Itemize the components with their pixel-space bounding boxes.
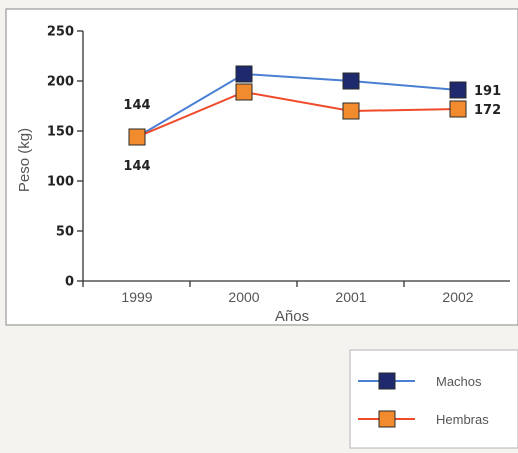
legend-marker-machos: [378, 372, 396, 390]
axes: 0 50 100 150 200 250 1999 2000 2001 2002 Años Peso …: [16, 25, 510, 325]
x-tick-label: 1999: [121, 289, 152, 305]
legend: Machos Hembras: [349, 349, 518, 449]
y-tick-label: 250: [47, 25, 74, 40]
y-tick-label: 200: [47, 75, 74, 90]
data-labels: 144 144 191 172: [123, 84, 501, 174]
data-label: 144: [123, 159, 150, 174]
x-tick-label: 2002: [442, 289, 473, 305]
point-hembras-1999: [128, 128, 146, 146]
x-tick-label: 2001: [335, 289, 366, 305]
point-machos-2002: [449, 81, 467, 99]
plot-frame: [5, 8, 518, 326]
y-tick-label: 50: [56, 225, 74, 240]
x-axis-title: Años: [275, 308, 309, 325]
legend-label-machos: Machos: [436, 374, 482, 389]
y-tick-label: 150: [47, 125, 74, 140]
point-machos-2001: [342, 72, 360, 90]
legend-box: [349, 349, 518, 449]
point-hembras-2002: [449, 100, 467, 118]
point-machos-2000: [235, 65, 253, 83]
series-line-machos: [136, 72, 459, 138]
legend-marker-hembras: [378, 410, 396, 428]
data-label: 172: [474, 103, 501, 118]
data-label: 191: [474, 84, 501, 99]
data-label: 144: [123, 98, 150, 113]
point-hembras-2001: [342, 102, 360, 120]
y-tick-label: 0: [65, 275, 74, 290]
series-line-hembras: [136, 90, 459, 138]
series-layer: [128, 65, 467, 146]
x-tick-label: 2000: [228, 289, 259, 305]
y-axis-title: Peso (kg): [16, 128, 33, 192]
y-tick-label: 100: [47, 175, 74, 190]
legend-label-hembras: Hembras: [436, 412, 489, 427]
point-hembras-2000: [235, 83, 253, 101]
